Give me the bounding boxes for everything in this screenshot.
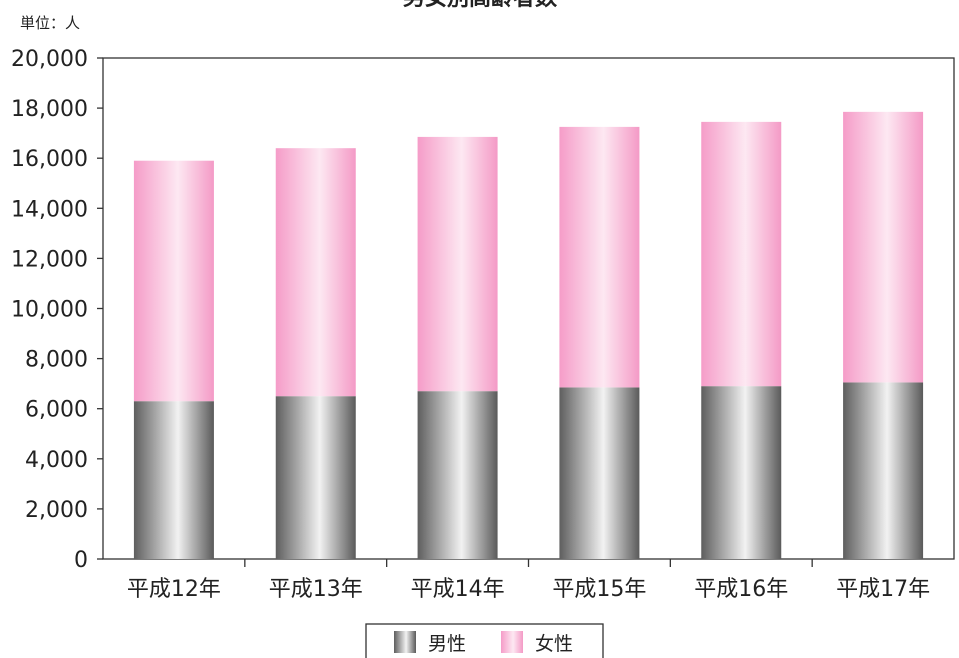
x-tick-label: 平成15年	[552, 577, 646, 602]
y-tick-label: 6,000	[25, 398, 88, 423]
y-tick-label: 0	[74, 548, 88, 573]
y-tick-label: 18,000	[11, 97, 88, 122]
bar-female	[843, 111, 924, 383]
bar-female	[417, 136, 498, 392]
bar-male	[417, 391, 498, 559]
chart-title: 男女別高齢者数	[403, 0, 558, 11]
y-tick-label: 12,000	[11, 247, 88, 272]
x-tick-label: 平成16年	[694, 577, 788, 602]
x-tick-label: 平成17年	[836, 577, 930, 602]
legend-swatch-female	[501, 631, 523, 653]
legend-label-male: 男性	[428, 633, 466, 655]
x-axis: 平成12年 平成13年 平成14年 平成15年 平成16年 平成17年	[127, 559, 930, 602]
x-tick-label: 平成14年	[411, 577, 505, 602]
y-axis: 0 2,000 4,000 6,000 8,000 10,000 12,000 14,000 1…	[11, 47, 103, 573]
bar-male	[843, 382, 924, 559]
legend-label-female: 女性	[535, 633, 573, 655]
legend: 男性 女性	[365, 623, 604, 658]
unit-label: 単位：人	[20, 14, 80, 32]
plot-area	[102, 57, 955, 560]
y-tick-label: 14,000	[11, 197, 88, 222]
y-tick-label: 10,000	[11, 298, 88, 323]
bar-female	[133, 160, 214, 402]
y-tick-label: 20,000	[11, 47, 88, 72]
bar-female	[559, 126, 640, 388]
bar-male	[275, 396, 356, 559]
y-tick-label: 2,000	[25, 498, 88, 523]
bar-female	[275, 148, 356, 397]
bars	[133, 111, 924, 559]
x-tick-label: 平成12年	[127, 577, 221, 602]
x-tick-label: 平成13年	[269, 577, 363, 602]
y-tick-label: 8,000	[25, 348, 88, 373]
bar-male	[701, 386, 782, 559]
legend-swatch-male	[394, 631, 416, 653]
bar-female	[701, 121, 782, 387]
bar-male	[133, 401, 214, 559]
y-tick-label: 16,000	[11, 147, 88, 172]
bar-male	[559, 387, 640, 559]
y-tick-label: 4,000	[25, 448, 88, 473]
